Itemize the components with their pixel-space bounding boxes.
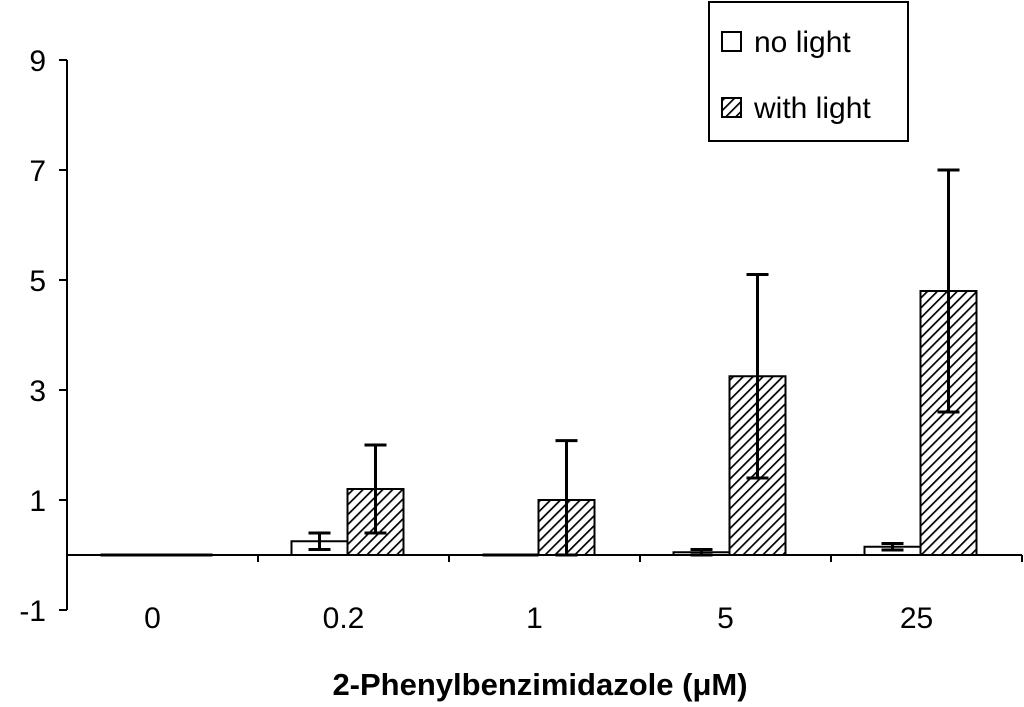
- error-bars: [308, 168, 960, 557]
- x-tick-label: 0.2: [323, 602, 365, 635]
- x-axis-title: 2-Phenylbenzimidazole (μM): [332, 667, 747, 702]
- legend-label-with-light: with light: [753, 92, 871, 125]
- legend-label-no-light: no light: [754, 26, 851, 59]
- y-tick-label: 9: [29, 45, 46, 78]
- y-tick-label: -1: [19, 595, 46, 628]
- x-tick-label: 1: [526, 602, 543, 635]
- legend: no light with light: [708, 1, 909, 142]
- tick-labels: -1 1 3 5 7 9 0 0.2 1 5 25: [19, 45, 933, 635]
- legend-swatch-no-light: [721, 31, 742, 52]
- y-tick-label: 7: [29, 155, 46, 188]
- legend-box: [708, 1, 909, 142]
- x-tick-label: 5: [717, 602, 734, 635]
- legend-swatch-with-light: [721, 97, 742, 118]
- x-tick-label: 0: [144, 602, 161, 635]
- bars: [100, 290, 978, 557]
- y-tick-label: 5: [29, 265, 46, 298]
- x-tick-label: 25: [900, 602, 933, 635]
- y-tick-label: 3: [29, 375, 46, 408]
- y-tick-label: 1: [29, 485, 46, 518]
- axes: [59, 59, 1023, 611]
